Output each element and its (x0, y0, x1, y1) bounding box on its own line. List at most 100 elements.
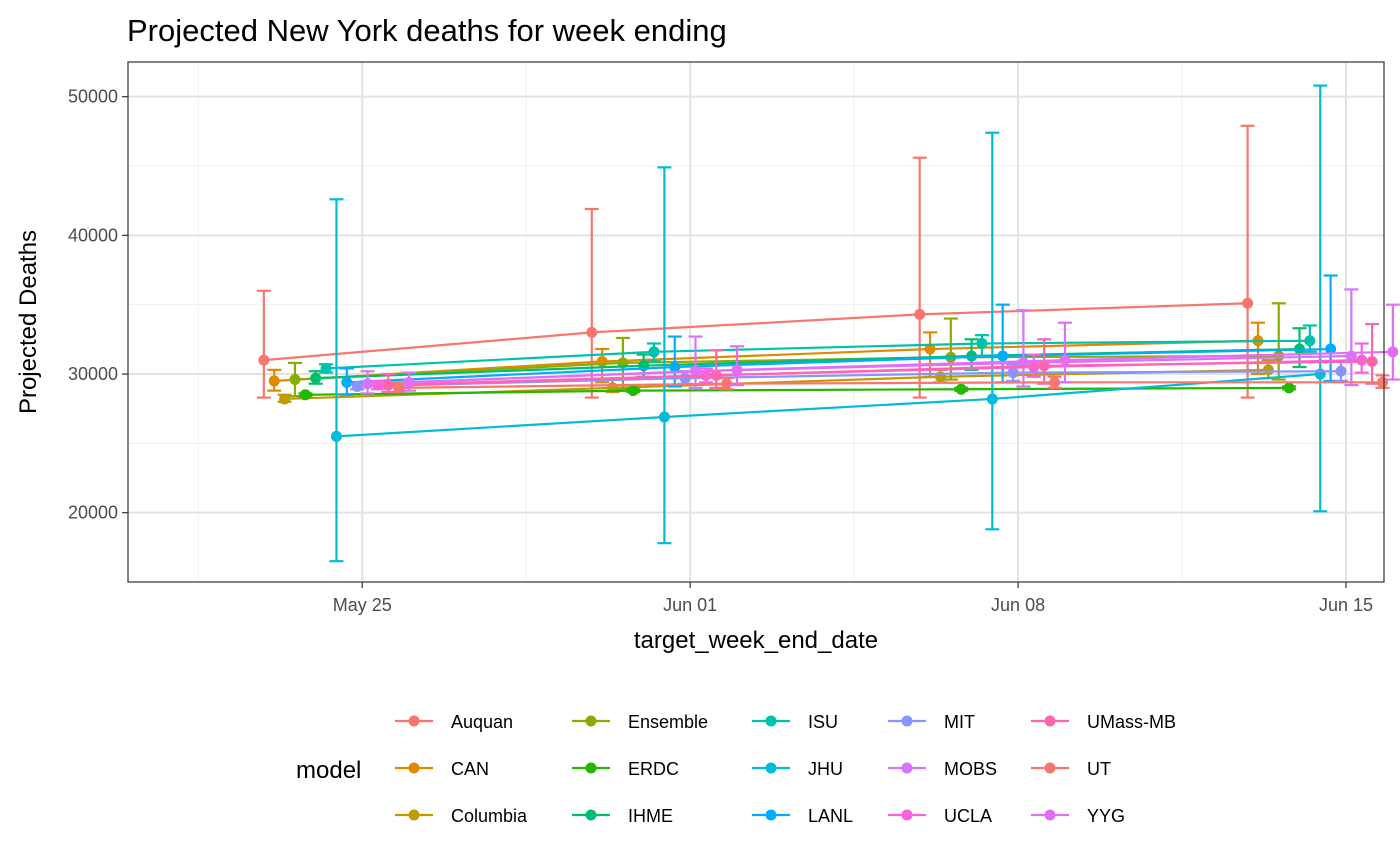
data-point (1356, 354, 1368, 366)
legend-item: ERDC (572, 759, 679, 779)
data-point (1049, 376, 1061, 388)
data-point (299, 389, 311, 401)
legend-label: Ensemble (628, 712, 708, 732)
legend-label: LANL (808, 806, 853, 826)
data-point (721, 378, 733, 390)
data-point (1059, 354, 1071, 366)
legend-key-point (1044, 762, 1056, 774)
legend-label: MOBS (944, 759, 997, 779)
data-point (1366, 356, 1378, 368)
legend-key-point (765, 762, 777, 774)
x-tick-label: Jun 08 (991, 595, 1045, 615)
legend-label: IHME (628, 806, 673, 826)
data-point (393, 382, 405, 394)
series-line (398, 381, 1383, 389)
data-point (924, 343, 936, 355)
legend-key-point (408, 762, 420, 774)
legend-item: MOBS (888, 759, 997, 779)
legend-item: JHU (752, 759, 843, 779)
legend-key-point (1044, 715, 1056, 727)
legend-key-point (901, 762, 913, 774)
y-tick-label: 40000 (68, 225, 118, 245)
y-tick-label: 50000 (68, 87, 118, 107)
legend: Auquan CAN Columbia Ensemble ERDC IHME ISU JHU L… (395, 712, 1176, 826)
data-point (382, 379, 394, 391)
legend-label: Columbia (451, 806, 528, 826)
legend-item: YYG (1031, 806, 1125, 826)
legend-key-point (901, 809, 913, 821)
x-axis: May 25 Jun 01 Jun 08 Jun 15 (333, 582, 1373, 615)
data-point (1242, 297, 1254, 309)
data-point (372, 379, 384, 391)
series-line (346, 347, 1331, 384)
y-axis: 20000 30000 40000 50000 (68, 87, 128, 523)
data-point (955, 383, 967, 395)
legend-key-point (585, 715, 597, 727)
data-point (330, 430, 342, 442)
legend-item: IHME (572, 806, 673, 826)
legend-label: UMass-MB (1087, 712, 1176, 732)
y-axis-title: Projected Deaths (15, 230, 42, 414)
legend-item: Columbia (395, 806, 528, 826)
legend-item: UT (1031, 759, 1111, 779)
series-yyg (402, 303, 1400, 392)
series-line (409, 350, 1393, 384)
legend-key-point (585, 809, 597, 821)
data-point (1283, 382, 1295, 394)
legend-label: UT (1087, 759, 1111, 779)
y-tick-label: 30000 (68, 364, 118, 384)
data-point (320, 362, 332, 374)
x-axis-title: target_week_end_date (634, 627, 878, 654)
data-point (258, 354, 270, 366)
data-point (1304, 335, 1316, 347)
data-point (289, 374, 301, 386)
legend-label: ISU (808, 712, 838, 732)
data-point (997, 350, 1009, 362)
legend-item: UMass-MB (1031, 712, 1176, 732)
legend-item: MIT (888, 712, 975, 732)
legend-item: UCLA (888, 806, 992, 826)
chart-title: Projected New York deaths for week endin… (127, 13, 727, 48)
data-point (1376, 376, 1388, 388)
series-umass-mb (381, 322, 1380, 394)
legend-key-point (585, 762, 597, 774)
legend-label: YYG (1087, 806, 1125, 826)
data-point (1273, 350, 1285, 362)
legend-key-point (408, 809, 420, 821)
data-point (586, 326, 598, 338)
series-line (294, 354, 1279, 381)
legend-key-point (765, 809, 777, 821)
data-point (1038, 360, 1050, 372)
data-point (648, 346, 660, 358)
series-line (263, 302, 1248, 362)
data-point (1335, 365, 1347, 377)
legend-item: LANL (752, 806, 853, 826)
legend-item: CAN (395, 759, 489, 779)
data-point (1314, 368, 1326, 380)
data-point (268, 375, 280, 387)
series-line (336, 372, 1321, 438)
data-point (669, 361, 681, 373)
legend-label: CAN (451, 759, 489, 779)
legend-label: Auquan (451, 712, 513, 732)
series-jhu (329, 84, 1328, 563)
legend-key-point (1044, 809, 1056, 821)
data-point (596, 356, 608, 368)
data-point (341, 376, 353, 388)
legend-item: ISU (752, 712, 838, 732)
data-marks (256, 84, 1400, 563)
data-point (914, 308, 926, 320)
legend-title: model (296, 757, 361, 784)
legend-item: Auquan (395, 712, 513, 732)
legend-key-point (901, 715, 913, 727)
data-point (1387, 346, 1399, 358)
data-point (279, 393, 291, 405)
x-tick-label: Jun 15 (1319, 595, 1373, 615)
data-point (351, 380, 363, 392)
data-point (310, 372, 322, 384)
data-point (710, 369, 722, 381)
data-point (976, 337, 988, 349)
series-line (326, 339, 1310, 370)
legend-label: MIT (944, 712, 975, 732)
